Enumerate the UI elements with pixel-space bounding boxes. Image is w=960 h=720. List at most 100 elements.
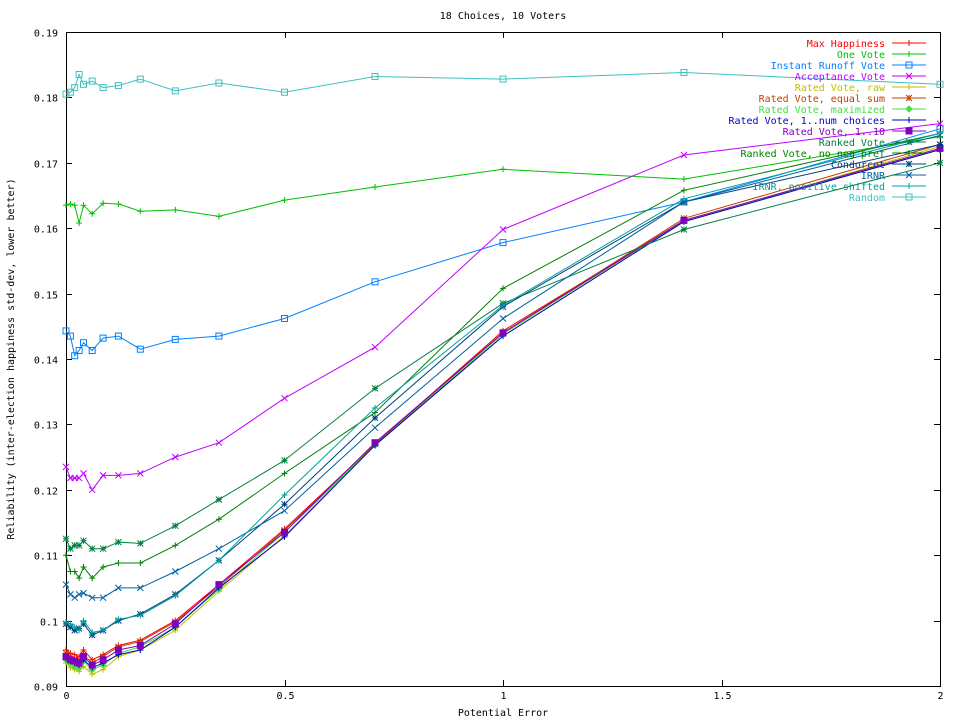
x-tick-label: 1.5 — [713, 691, 731, 702]
data-point — [88, 545, 96, 553]
data-point — [67, 201, 74, 207]
data-point — [99, 545, 107, 553]
data-point — [171, 620, 179, 628]
series-condorcet — [62, 141, 944, 639]
data-point — [80, 564, 87, 570]
data-point — [80, 202, 87, 209]
data-point — [114, 332, 122, 340]
data-point — [80, 617, 87, 624]
legend-entry-label: Rated Vote, equal sum — [759, 94, 885, 105]
series-rated-vote-raw — [63, 143, 943, 678]
data-point — [680, 226, 688, 233]
data-point — [63, 618, 69, 625]
data-point — [371, 385, 379, 392]
data-point — [500, 302, 506, 309]
data-point — [66, 332, 74, 340]
data-point — [80, 339, 87, 347]
data-point — [905, 171, 913, 179]
data-point — [136, 540, 144, 547]
series-line — [65, 136, 941, 224]
data-point — [62, 463, 70, 471]
legend-entry-label: IRNR, positive shifted — [753, 182, 885, 193]
data-point — [71, 84, 79, 92]
data-point — [371, 278, 379, 286]
y-tick-label: 0.19 — [34, 29, 58, 40]
data-point — [172, 592, 179, 599]
data-point — [75, 71, 83, 78]
series-line — [65, 149, 941, 661]
legend-entry-label: Max Happiness — [807, 39, 885, 50]
data-point — [499, 315, 507, 322]
series-instant-runoff-vote — [62, 125, 944, 360]
data-point — [905, 127, 913, 135]
data-point — [500, 285, 506, 292]
data-point — [171, 568, 179, 575]
data-point — [906, 51, 912, 57]
data-point — [281, 315, 288, 322]
data-point — [99, 472, 107, 479]
data-point — [88, 77, 96, 85]
data-point — [905, 72, 913, 80]
data-point — [500, 166, 506, 173]
data-point — [62, 535, 70, 543]
data-point — [906, 150, 912, 156]
data-point — [100, 564, 107, 570]
series-line — [65, 144, 941, 636]
data-point — [680, 69, 688, 76]
data-point — [71, 202, 78, 209]
data-point — [76, 575, 83, 582]
legend-entry-label: Acceptance Vote — [795, 72, 885, 83]
data-point — [75, 659, 83, 667]
data-point — [71, 352, 79, 360]
series-line — [65, 144, 941, 664]
data-point — [115, 560, 122, 566]
legend-entry-label: Rated Vote, 1..10 — [783, 127, 885, 138]
data-point — [172, 542, 179, 549]
data-point — [137, 612, 144, 619]
series-random — [62, 69, 944, 98]
series-rated-vote-maximized — [62, 145, 944, 674]
data-point — [215, 557, 222, 564]
data-point — [215, 545, 223, 553]
data-point — [66, 88, 74, 96]
data-point — [99, 84, 107, 92]
x-tick-label: 0 — [63, 691, 69, 702]
data-point — [136, 584, 144, 592]
data-point — [371, 73, 379, 80]
data-point — [100, 627, 107, 634]
data-point — [80, 537, 87, 545]
data-point — [80, 589, 87, 597]
data-point — [114, 82, 122, 90]
legend-entry-label: IRNR — [861, 171, 886, 182]
data-point — [171, 453, 179, 461]
data-point — [71, 542, 79, 549]
data-point — [67, 623, 74, 631]
data-point — [905, 94, 913, 102]
data-point — [680, 195, 687, 202]
data-point — [88, 661, 96, 669]
series-line — [65, 134, 941, 599]
data-point — [215, 213, 222, 220]
data-point — [905, 193, 913, 201]
data-point — [215, 439, 223, 447]
data-point — [499, 329, 507, 337]
x-axis: 0 0.5 1 1.5 2 — [63, 32, 944, 702]
series-one-vote — [63, 133, 943, 226]
data-point — [62, 90, 70, 98]
chart-title: 18 Choices, 10 Voters — [440, 11, 566, 22]
data-point — [936, 159, 944, 167]
legend-entry-label: Rated Vote, 1..num choices — [728, 116, 885, 127]
data-point — [136, 642, 144, 649]
data-point — [281, 457, 288, 464]
data-point — [89, 629, 96, 636]
series-irnr-positive-shifted — [63, 130, 943, 636]
data-point — [215, 496, 223, 503]
data-point — [281, 528, 288, 536]
data-point — [906, 84, 912, 90]
legend-entry-label: Ranked Vote — [819, 138, 885, 149]
data-point — [215, 516, 222, 523]
data-point — [89, 210, 96, 217]
series-rated-vote-1-num-choices — [63, 146, 943, 671]
data-point — [372, 405, 378, 411]
